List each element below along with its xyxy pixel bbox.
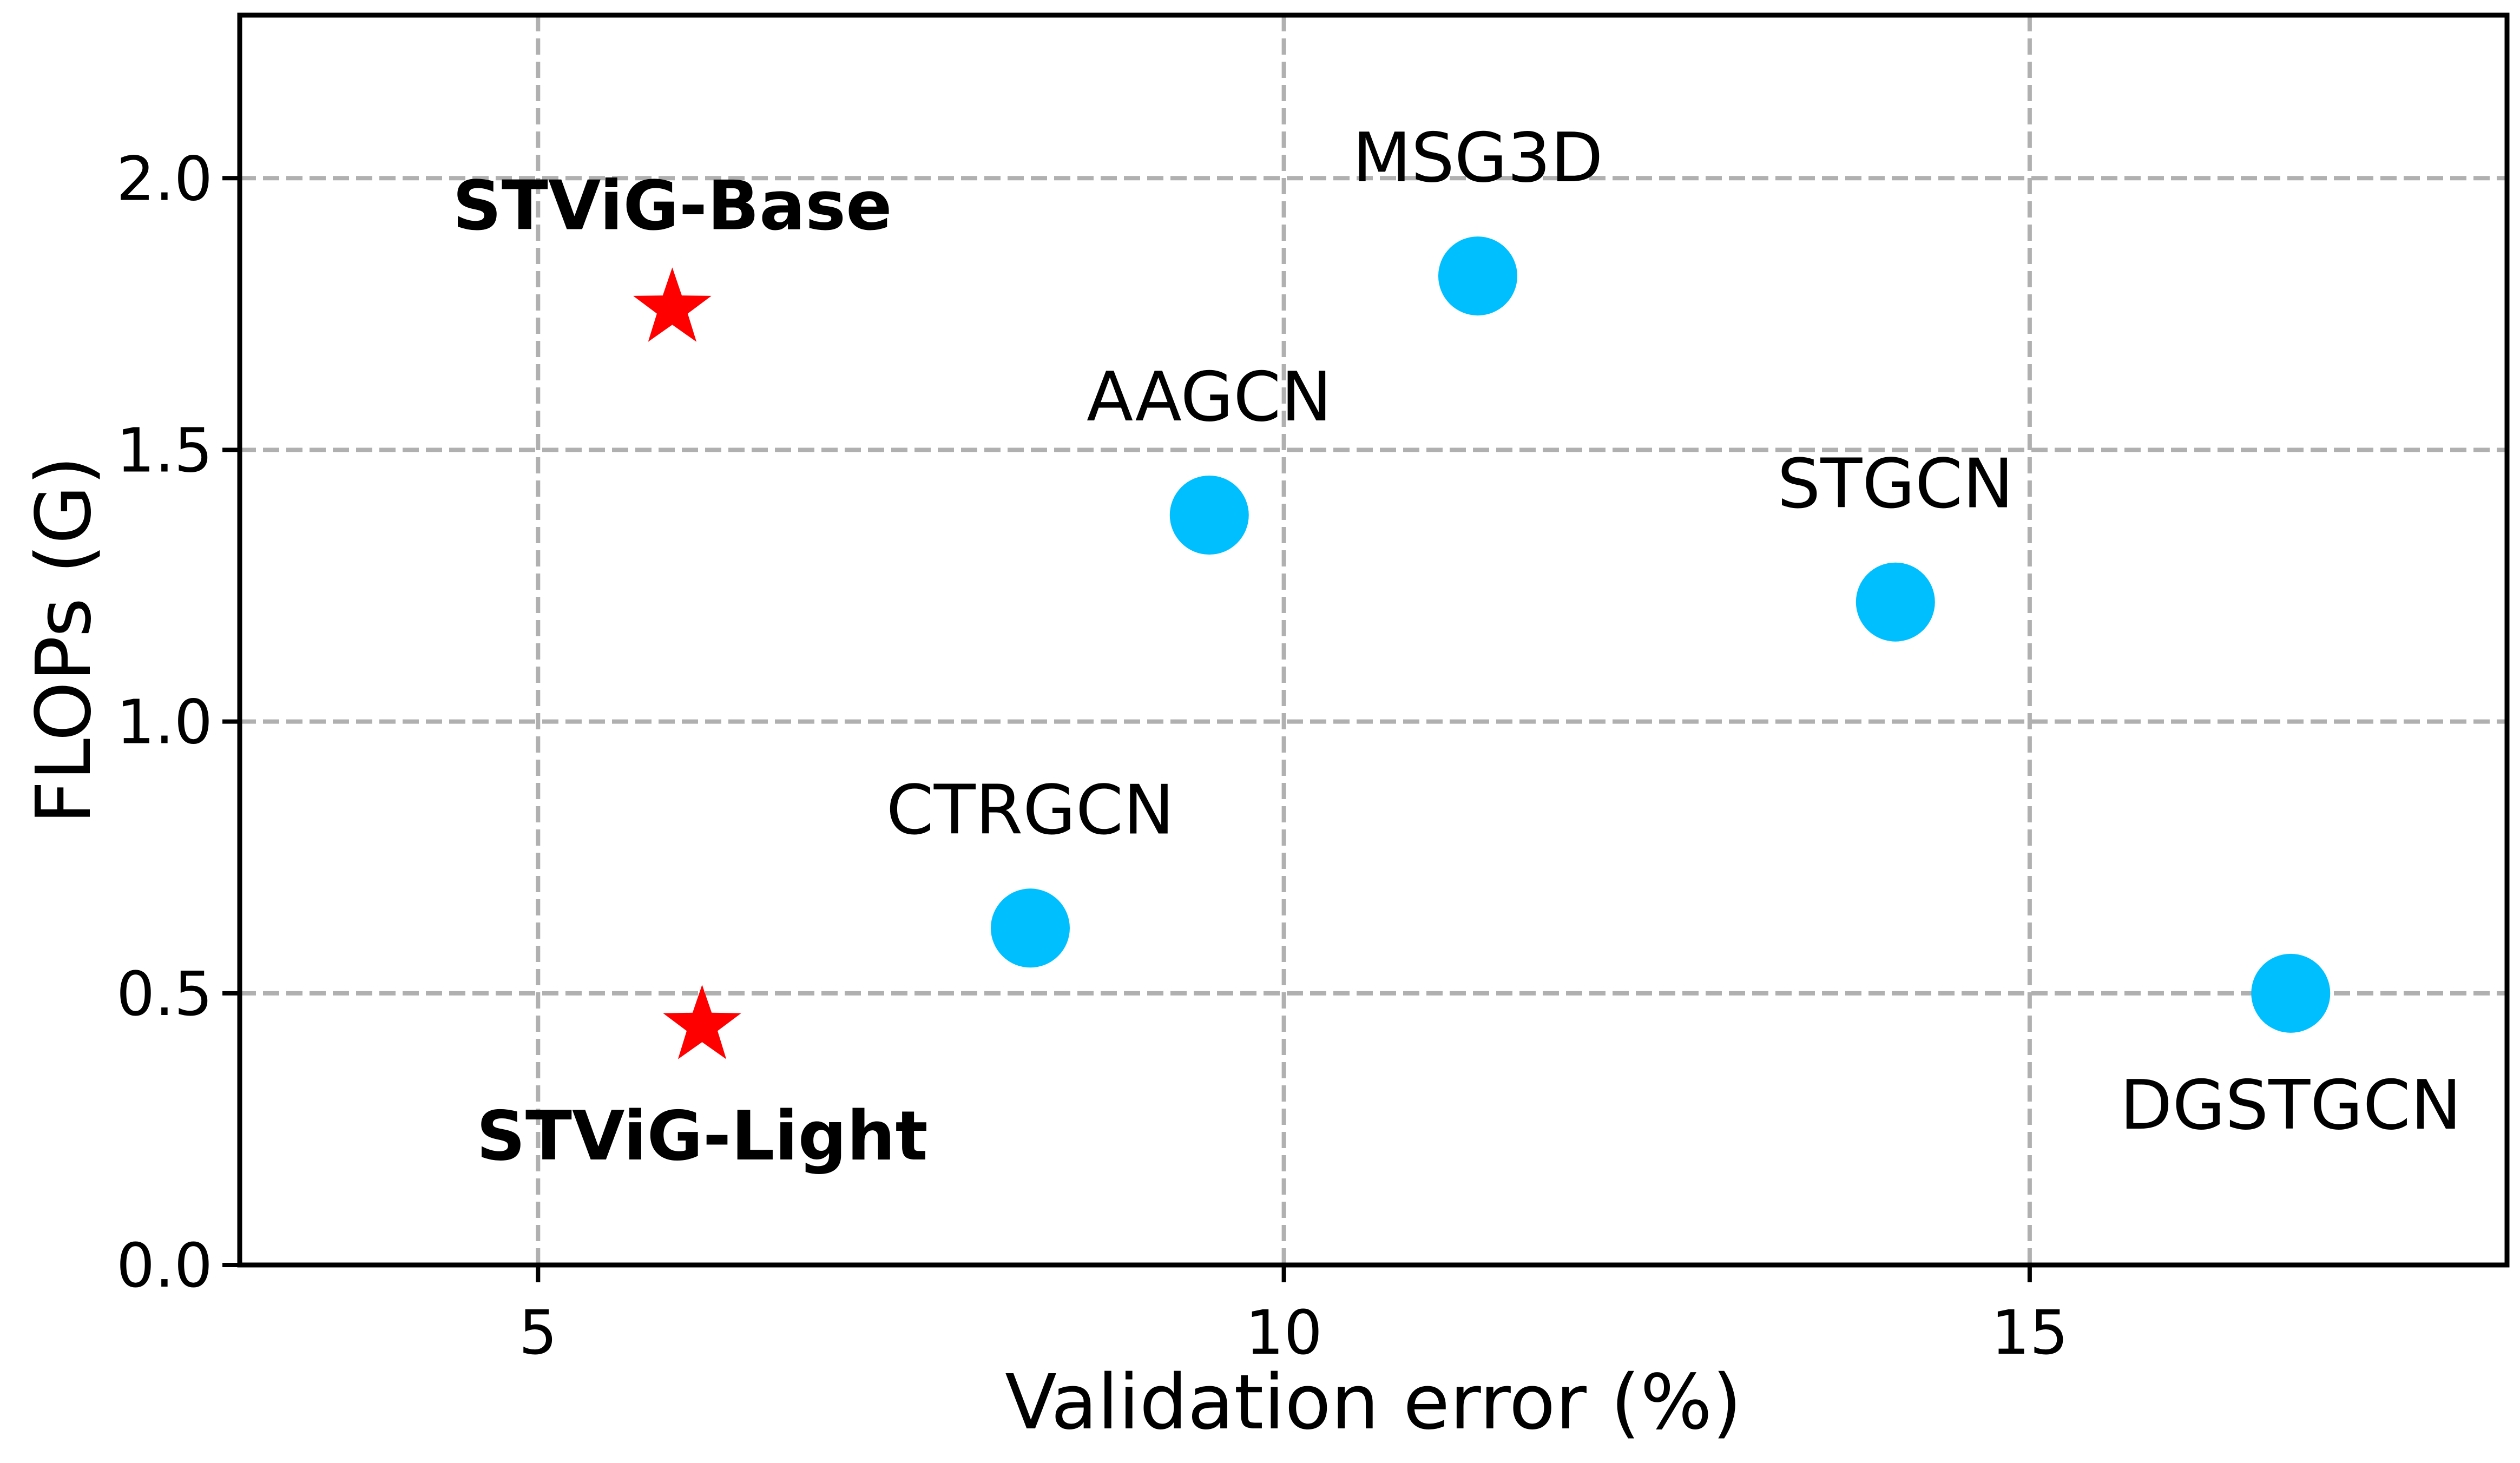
circle-marker <box>1438 236 1517 316</box>
y-tick-label: 0.0 <box>116 1231 213 1301</box>
circle-marker <box>1169 476 1249 555</box>
point-labels: STViG-Base STViG-Light MSG3D AAGCN STGCN CTRG… <box>452 118 2462 1176</box>
circle-marker <box>1856 562 1935 642</box>
plot-frame <box>237 12 2510 1268</box>
x-tick-label: 15 <box>1991 1298 2069 1368</box>
star-marker <box>663 985 741 1059</box>
y-tick-label: 1.0 <box>116 688 213 758</box>
point-label: MSG3D <box>1352 118 1603 197</box>
x-tick-label: 10 <box>1245 1298 1322 1368</box>
point-label: STViG-Base <box>452 166 892 245</box>
point-label: STViG-Light <box>476 1096 928 1176</box>
star-marker <box>633 267 712 342</box>
y-tick-label: 2.0 <box>116 144 213 214</box>
point-label: STGCN <box>1777 444 2014 524</box>
x-tick-label: 5 <box>519 1298 557 1368</box>
x-axis-label: Validation error (%) <box>1005 1359 1742 1447</box>
point-label: AAGCN <box>1087 357 1332 437</box>
circle-marker <box>2251 953 2331 1033</box>
circle-marker <box>990 888 1070 968</box>
axis-ticks: 5 10 15 0.0 0.5 1.0 1.5 2.0 <box>116 144 2068 1368</box>
point-label: DGSTGCN <box>2120 1065 2462 1145</box>
point-label: CTRGCN <box>886 770 1174 849</box>
y-axis-label: FLOPs (G) <box>20 456 108 825</box>
data-points <box>633 236 2331 1059</box>
y-tick-label: 1.5 <box>116 416 213 486</box>
y-tick-label: 0.5 <box>116 959 213 1030</box>
